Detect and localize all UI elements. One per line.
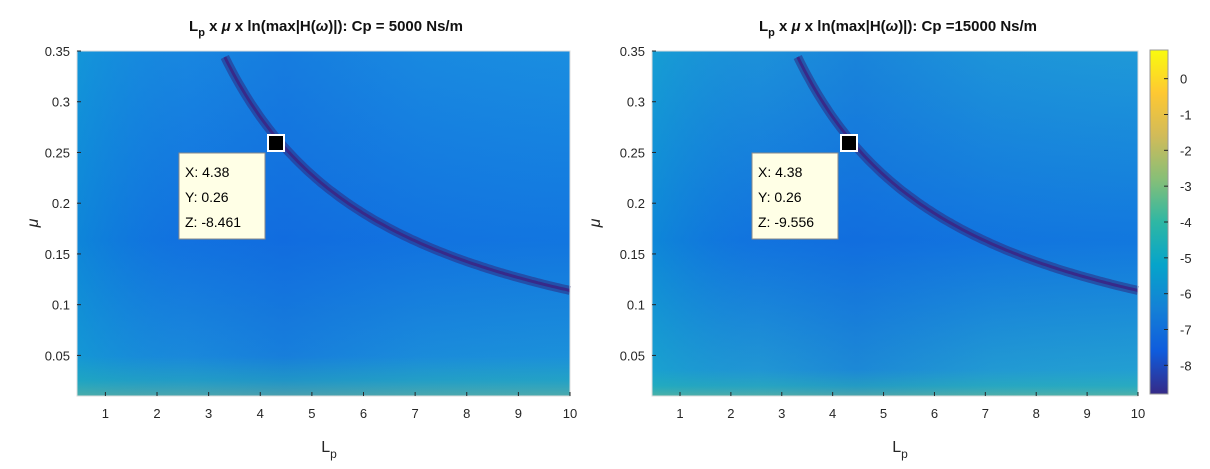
- y-tick-label: 0.15: [45, 247, 70, 262]
- right-bottom-ripple: [652, 370, 1138, 396]
- x-tick-label: 1: [102, 406, 109, 421]
- left-valley-band: [77, 51, 570, 396]
- colorbar-tick-label: -5: [1180, 251, 1192, 266]
- left-heatmap-plot: Lp x μ x ln(max|H(ω)|): Cp = 5000 Ns/m 1…: [25, 18, 577, 461]
- right-x-ticks: 1 2 3 4 5 6 7 8 9 10: [676, 392, 1145, 421]
- y-tick-label: 0.2: [627, 196, 645, 211]
- right-datatip-x: X: 4.38: [758, 164, 803, 180]
- colorbar-tick-label: -2: [1180, 143, 1192, 158]
- x-tick-label: 10: [563, 406, 577, 421]
- right-datatip-box: [751, 152, 839, 240]
- left-x-axis-label: Lp: [321, 439, 337, 461]
- y-tick-label: 0.35: [45, 44, 70, 59]
- x-tick-label: 3: [778, 406, 785, 421]
- y-tick-label: 0.05: [45, 348, 70, 363]
- x-tick-label: 6: [360, 406, 367, 421]
- x-tick-label: 4: [829, 406, 836, 421]
- x-tick-label: 3: [205, 406, 212, 421]
- colorbar-tick-label: 0: [1180, 72, 1187, 87]
- x-tick-label: 7: [412, 406, 419, 421]
- right-datatip-y: Y: 0.26: [758, 189, 802, 205]
- right-plot-frame: [651, 50, 1139, 397]
- colorbar-tick-label: -7: [1180, 323, 1192, 338]
- y-tick-label: 0.3: [52, 95, 70, 110]
- colorbar-tick-label: -6: [1180, 287, 1192, 302]
- left-x-ticks: 1 2 3 4 5 6 7 8 9 10: [102, 392, 577, 421]
- left-y-axis-label: μ: [25, 218, 42, 228]
- left-plot-title: Lp x μ x ln(max|H(ω)|): Cp = 5000 Ns/m: [189, 18, 463, 39]
- x-tick-label: 2: [153, 406, 160, 421]
- right-y-ticks: 0.05 0.1 0.15 0.2 0.25 0.3 0.35: [620, 44, 656, 363]
- y-tick-label: 0.25: [45, 145, 70, 160]
- right-datatip-z: Z: -9.556: [758, 214, 814, 230]
- colorbar: 0 -1 -2 -3 -4 -5 -6 -7 -8: [1149, 49, 1192, 395]
- left-datatip-marker[interactable]: [267, 134, 285, 152]
- colorbar-tick-label: -8: [1180, 358, 1192, 373]
- left-plot-area: [76, 50, 572, 397]
- x-tick-label: 6: [931, 406, 938, 421]
- y-tick-label: 0.3: [627, 95, 645, 110]
- colorbar-tick-label: -1: [1180, 108, 1192, 123]
- left-plot-frame: [76, 50, 571, 397]
- left-datatip[interactable]: X: 4.38 Y: 0.26 Z: -8.461: [178, 134, 285, 240]
- colorbar-tick-label: -4: [1180, 215, 1192, 230]
- x-tick-label: 5: [308, 406, 315, 421]
- right-x-axis-label: Lp: [892, 439, 908, 461]
- x-tick-label: 10: [1131, 406, 1145, 421]
- left-datatip-x: X: 4.38: [185, 164, 230, 180]
- right-valley-band: [652, 51, 1138, 396]
- right-heatmap-plot: Lp x μ x ln(max|H(ω)|): Cp =15000 Ns/m 1…: [587, 18, 1145, 461]
- colorbar-ticks: 0 -1 -2 -3 -4 -5 -6 -7 -8: [1164, 72, 1192, 373]
- x-tick-label: 9: [515, 406, 522, 421]
- right-y-axis-label: μ: [587, 218, 604, 228]
- x-tick-label: 4: [257, 406, 264, 421]
- left-y-ticks: 0.05 0.1 0.15 0.2 0.25 0.3 0.35: [45, 44, 81, 363]
- y-tick-label: 0.2: [52, 196, 70, 211]
- x-tick-label: 9: [1083, 406, 1090, 421]
- y-tick-label: 0.15: [620, 247, 645, 262]
- y-tick-label: 0.35: [620, 44, 645, 59]
- y-tick-label: 0.25: [620, 145, 645, 160]
- left-datatip-box: [178, 152, 266, 240]
- left-datatip-z: Z: -8.461: [185, 214, 241, 230]
- right-datatip[interactable]: X: 4.38 Y: 0.26 Z: -9.556: [751, 134, 858, 240]
- colorbar-tick-label: -3: [1180, 179, 1192, 194]
- x-tick-label: 1: [676, 406, 683, 421]
- right-plot-title: Lp x μ x ln(max|H(ω)|): Cp =15000 Ns/m: [759, 18, 1037, 39]
- x-tick-label: 7: [982, 406, 989, 421]
- right-datatip-marker[interactable]: [840, 134, 858, 152]
- left-bottom-ripple: [77, 356, 570, 396]
- y-tick-label: 0.05: [620, 348, 645, 363]
- y-tick-label: 0.1: [627, 298, 645, 313]
- x-tick-label: 8: [1033, 406, 1040, 421]
- left-datatip-y: Y: 0.26: [185, 189, 229, 205]
- x-tick-label: 5: [880, 406, 887, 421]
- right-plot-area: [651, 50, 1140, 397]
- y-tick-label: 0.1: [52, 298, 70, 313]
- x-tick-label: 8: [463, 406, 470, 421]
- x-tick-label: 2: [727, 406, 734, 421]
